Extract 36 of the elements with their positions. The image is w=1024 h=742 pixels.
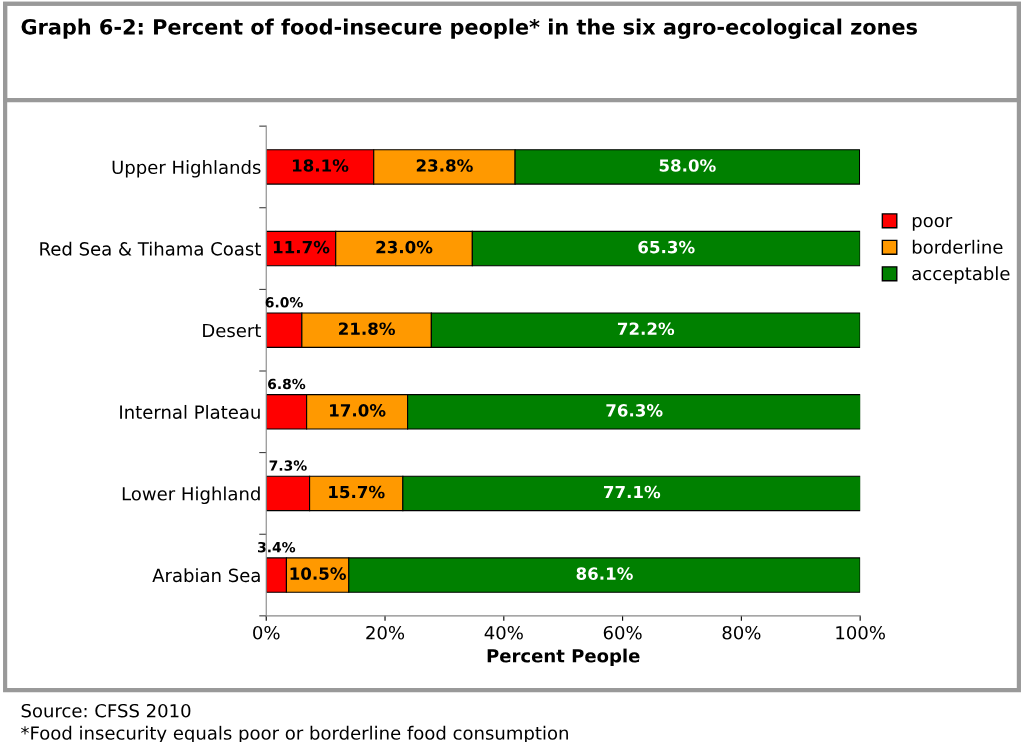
data-label: 23.0% xyxy=(376,240,433,254)
y-tick-label: Upper Highlands xyxy=(112,160,261,178)
x-axis-title: Percent People xyxy=(487,648,640,667)
y-tick-label: Arabian Sea xyxy=(152,568,260,583)
data-label: 3.4% xyxy=(258,541,296,553)
data-label: 65.3% xyxy=(638,240,695,254)
data-label: 7.3% xyxy=(269,460,307,471)
x-tick-label: 40% xyxy=(484,625,523,640)
data-label: 6.0% xyxy=(265,297,303,308)
legend-label: acceptable xyxy=(912,266,1010,284)
x-tick-label: 20% xyxy=(366,625,405,640)
data-label: 21.8% xyxy=(339,322,395,336)
data-label: 15.7% xyxy=(329,485,385,499)
data-label: 10.5% xyxy=(290,567,346,580)
x-tick-label: 60% xyxy=(603,625,642,640)
x-tick-label: 0% xyxy=(253,625,280,640)
x-tick-label: 100% xyxy=(836,625,885,640)
data-label: 23.8% xyxy=(416,159,473,172)
data-label: 72.2% xyxy=(617,322,675,336)
legend-label: borderline xyxy=(912,239,1003,254)
data-label: 6.8% xyxy=(268,378,306,390)
data-label: 77.1% xyxy=(604,485,661,499)
y-tick-label: Lower Highland xyxy=(122,486,260,505)
chart-title: Graph 6-2: Percent of food-insecure people* in the six agro-ecological zones xyxy=(21,18,917,39)
data-label: 76.3% xyxy=(606,404,663,417)
legend-label: poor xyxy=(912,216,953,231)
data-label: 17.0% xyxy=(330,404,386,417)
y-tick-label: Red Sea & Tihama Coast xyxy=(40,241,261,256)
source-note: Source: CFSS 2010 xyxy=(21,703,191,718)
y-tick-label: Internal Plateau xyxy=(120,404,260,419)
data-label: 58.0% xyxy=(659,159,716,172)
data-label: 11.7% xyxy=(273,240,330,254)
y-tick-label: Desert xyxy=(203,323,261,338)
data-label: 18.1% xyxy=(292,159,349,172)
data-label: 86.1% xyxy=(576,567,633,580)
x-tick-label: 80% xyxy=(722,625,761,640)
